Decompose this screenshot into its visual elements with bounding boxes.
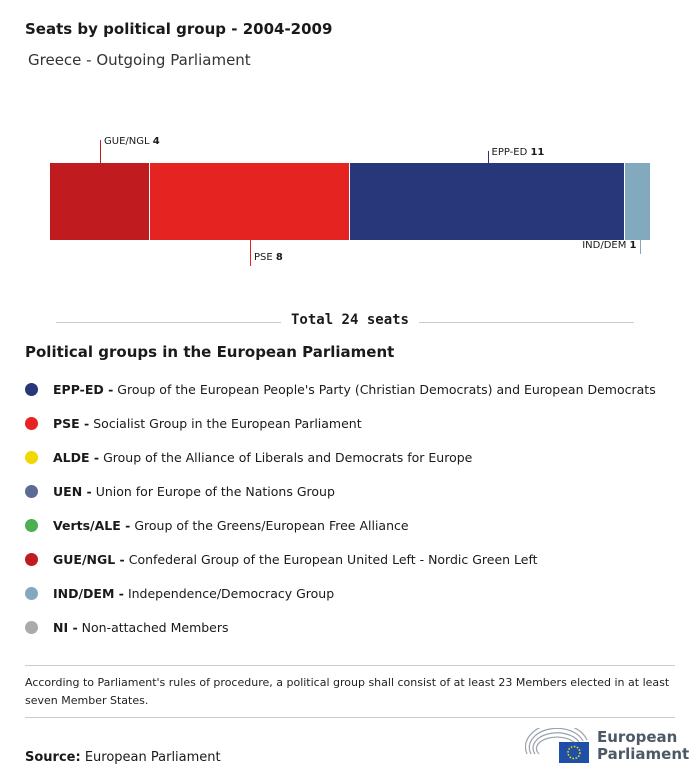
segment-label: GUE/NGL 4: [104, 136, 160, 147]
legend-dot-icon: [25, 518, 38, 532]
legend-heading: Political groups in the European Parliam…: [25, 343, 395, 361]
bar-segment-gue-ngl: [50, 163, 150, 240]
chart-subtitle: Greece - Outgoing Parliament: [28, 51, 251, 69]
legend-dot-icon: [25, 416, 38, 430]
footnote: According to Parliament's rules of proce…: [25, 676, 670, 707]
divider: [25, 717, 675, 718]
bar-segment-pse: [150, 163, 350, 240]
segment-label: EPP-ED 11: [491, 147, 545, 158]
ep-logo: European Parliament: [525, 728, 689, 764]
legend-item: ALDE - Group of the Alliance of Liberals…: [25, 440, 656, 474]
bar-segment-epp-ed: [350, 163, 625, 240]
legend-item: PSE - Socialist Group in the European Pa…: [25, 406, 656, 440]
legend-dot-icon: [25, 620, 38, 634]
segment-label: IND/DEM 1: [582, 240, 637, 251]
legend-item: IND/DEM - Independence/Democracy Group: [25, 576, 656, 610]
stacked-bar: [50, 163, 650, 240]
legend-dot-icon: [25, 484, 38, 498]
legend-item: Verts/ALE - Group of the Greens/European…: [25, 508, 656, 542]
legend-item: UEN - Union for Europe of the Nations Gr…: [25, 474, 656, 508]
segment-label: PSE 8: [254, 252, 283, 263]
legend: EPP-ED - Group of the European People's …: [25, 372, 656, 644]
legend-item: GUE/NGL - Confederal Group of the Europe…: [25, 542, 656, 576]
bar-segment-ind-dem: [625, 163, 650, 240]
chart-title: Seats by political group - 2004-2009: [25, 20, 333, 38]
label-tick: [100, 140, 101, 163]
divider: [25, 665, 675, 666]
legend-dot-icon: [25, 586, 38, 600]
label-tick: [639, 240, 641, 254]
legend-item: EPP-ED - Group of the European People's …: [25, 372, 656, 406]
legend-dot-icon: [25, 382, 38, 396]
label-tick: [250, 240, 251, 266]
legend-dot-icon: [25, 450, 38, 464]
source: Source: European Parliament: [25, 750, 221, 765]
label-tick: [487, 151, 489, 163]
legend-item: NI - Non-attached Members: [25, 610, 656, 644]
hemicycle-flag-icon: [525, 728, 589, 763]
legend-dot-icon: [25, 552, 38, 566]
total-seats: Total 24 seats: [0, 312, 700, 328]
